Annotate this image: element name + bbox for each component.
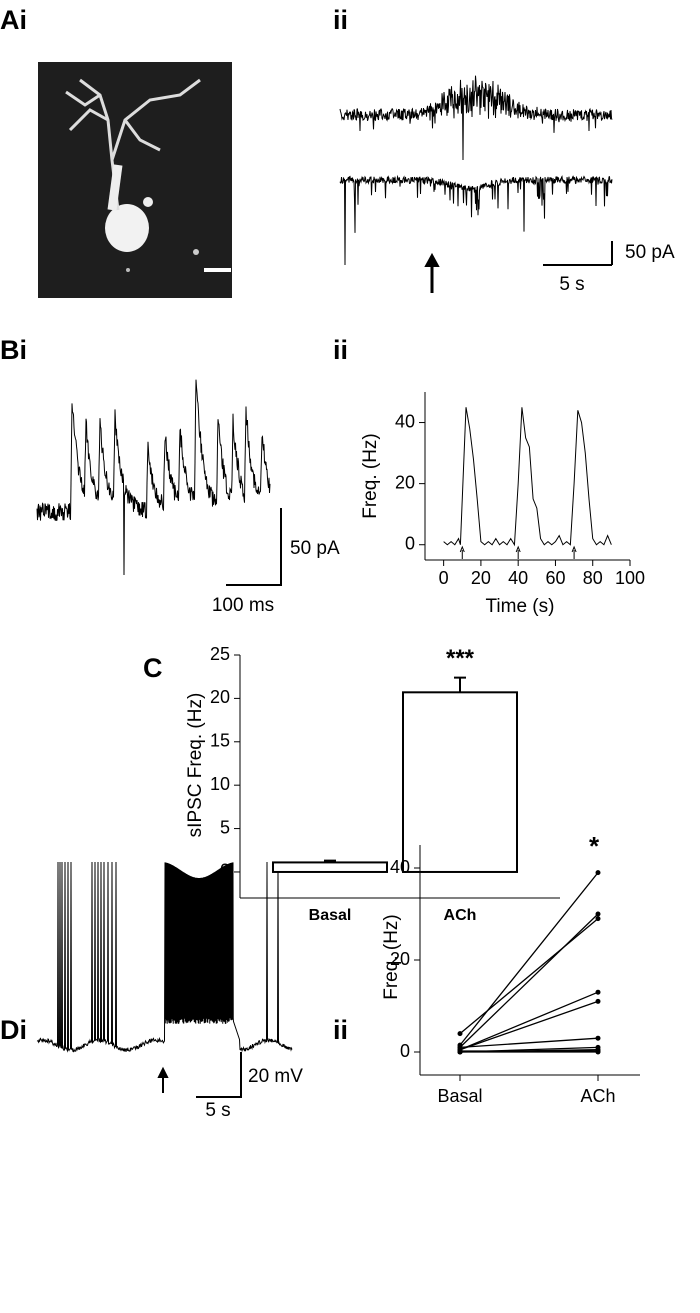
point xyxy=(595,1035,601,1041)
pair-line xyxy=(459,991,599,1051)
point xyxy=(595,916,601,922)
y-tick-label: 15 xyxy=(210,731,230,751)
y-tick-label: 20 xyxy=(395,472,415,492)
y-axis-label: Freq. (Hz) xyxy=(381,914,402,1000)
panel-label: Di xyxy=(0,1015,27,1045)
y-tick-label: 10 xyxy=(210,774,230,794)
scale-label: 50 pA xyxy=(625,242,675,263)
panel-label: Bi xyxy=(0,335,27,365)
y-tick-label: 0 xyxy=(405,533,415,553)
x-tick-label: 40 xyxy=(508,568,528,588)
point xyxy=(457,1048,463,1054)
bar xyxy=(272,861,388,873)
scale-label: 100 ms xyxy=(212,595,274,616)
scale-bars xyxy=(157,241,613,1098)
point xyxy=(595,998,601,1004)
panel-label: ii xyxy=(333,335,348,365)
scale-label: 50 pA xyxy=(290,538,340,559)
y-axis-label: Freq. (Hz) xyxy=(360,433,381,519)
stimulus-arrow xyxy=(515,545,521,559)
stimulus-arrow xyxy=(571,545,577,559)
significance: *** xyxy=(446,645,475,672)
point xyxy=(595,911,601,917)
pair-line xyxy=(459,918,599,1035)
pair-line xyxy=(459,872,599,1046)
scale-label: 5 s xyxy=(559,274,584,295)
x-tick-label: 20 xyxy=(471,568,491,588)
point xyxy=(457,1044,463,1050)
pair-line xyxy=(459,1037,599,1049)
x-tick-label: 80 xyxy=(583,568,603,588)
trace xyxy=(339,75,613,161)
y-tick-label: 0 xyxy=(220,861,230,881)
x-tick-label: 100 xyxy=(615,568,645,588)
error-bar xyxy=(454,676,466,693)
y-axis-label: sIPSC Freq. (Hz) xyxy=(185,693,206,838)
error-bar xyxy=(324,859,336,863)
significance: * xyxy=(589,831,600,861)
x-tick-label: ACh xyxy=(580,1086,615,1106)
panel-label: Ai xyxy=(0,5,27,35)
y-tick-label: 25 xyxy=(210,644,230,664)
x-tick-label: Basal xyxy=(437,1086,482,1106)
pair-line xyxy=(459,913,599,1048)
y-tick-label: 5 xyxy=(220,817,230,837)
y-tick-label: 20 xyxy=(390,949,410,969)
point xyxy=(595,1048,601,1054)
panel-label: ii xyxy=(333,1015,348,1045)
scale-label: 20 mV xyxy=(248,1066,303,1087)
panel-label: ii xyxy=(333,5,348,35)
trace xyxy=(339,174,613,266)
pair-line xyxy=(459,1000,599,1051)
y-tick-label: 40 xyxy=(390,857,410,877)
x-tick-label: 0 xyxy=(439,568,449,588)
point xyxy=(457,1031,463,1037)
trace xyxy=(36,379,271,576)
scale-label: 5 s xyxy=(205,1100,230,1121)
y-tick-label: 20 xyxy=(210,687,230,707)
x-axis-label: Time (s) xyxy=(486,596,555,617)
trace xyxy=(36,861,293,1053)
x-tick-label: Basal xyxy=(309,907,352,924)
x-tick-label: ACh xyxy=(444,907,477,924)
y-tick-label: 0 xyxy=(400,1041,410,1061)
bar xyxy=(402,691,518,873)
point xyxy=(595,870,601,876)
stimulus-arrow xyxy=(459,545,465,559)
point xyxy=(595,989,601,995)
y-tick-label: 40 xyxy=(395,411,415,431)
panel-label: C xyxy=(143,653,163,683)
line xyxy=(443,407,612,547)
micrograph xyxy=(38,62,232,298)
x-tick-label: 60 xyxy=(545,568,565,588)
